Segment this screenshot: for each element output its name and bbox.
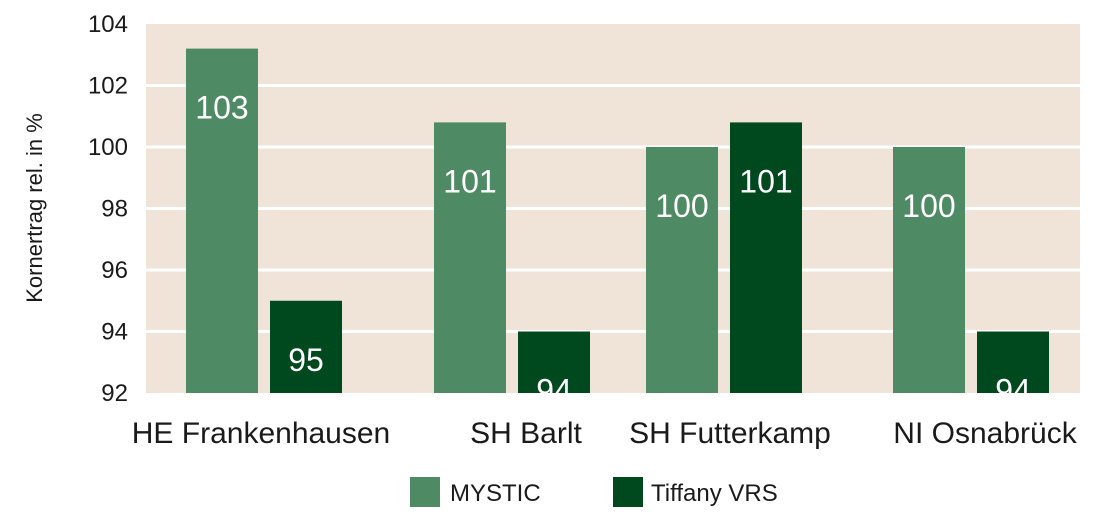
bar-tiffany-vrs [977, 331, 1049, 393]
legend-label: Tiffany VRS [651, 480, 778, 507]
bar-tiffany-vrs [518, 331, 590, 393]
data-label: 94 [995, 373, 1031, 409]
category-label: SH Barlt [470, 417, 582, 450]
data-label: 100 [902, 188, 955, 224]
bar-tiffany-vrs [270, 300, 342, 393]
category-label: SH Futterkamp [629, 417, 831, 450]
data-label: 101 [739, 163, 792, 199]
y-tick-label: 100 [88, 134, 128, 161]
data-labels: 103 95 101 94 100 101 100 94 [195, 90, 1030, 409]
bar-mystic [186, 48, 258, 393]
data-label: 103 [195, 90, 248, 126]
bar-tiffany-vrs [730, 122, 802, 394]
y-tick-label: 102 [88, 73, 128, 100]
bar-mystic [646, 147, 718, 393]
y-tick-label: 98 [101, 196, 128, 223]
y-tick-label: 104 [88, 11, 128, 38]
category-labels: HE Frankenhausen SH Barlt SH Futterkamp NI … [132, 417, 1078, 450]
bar-mystic [434, 122, 506, 394]
legend: MYSTIC Tiffany VRS [410, 477, 778, 507]
category-label: NI Osnabrück [893, 417, 1077, 450]
y-tick-label: 92 [101, 380, 128, 407]
y-axis-title: Kornertrag rel. in % [22, 113, 47, 303]
data-label: 101 [443, 163, 496, 199]
y-tick-labels: 92 94 96 98 100 102 104 [88, 11, 128, 407]
data-label: 100 [655, 188, 708, 224]
legend-swatch [613, 477, 643, 507]
data-label: 95 [288, 342, 324, 378]
legend-swatch [410, 477, 440, 507]
bar-mystic [893, 147, 965, 393]
bars [186, 48, 1049, 394]
y-tick-label: 94 [101, 319, 128, 346]
category-label: HE Frankenhausen [132, 417, 391, 450]
y-tick-label: 96 [101, 257, 128, 284]
data-label: 94 [536, 373, 572, 409]
legend-label: MYSTIC [450, 480, 541, 507]
